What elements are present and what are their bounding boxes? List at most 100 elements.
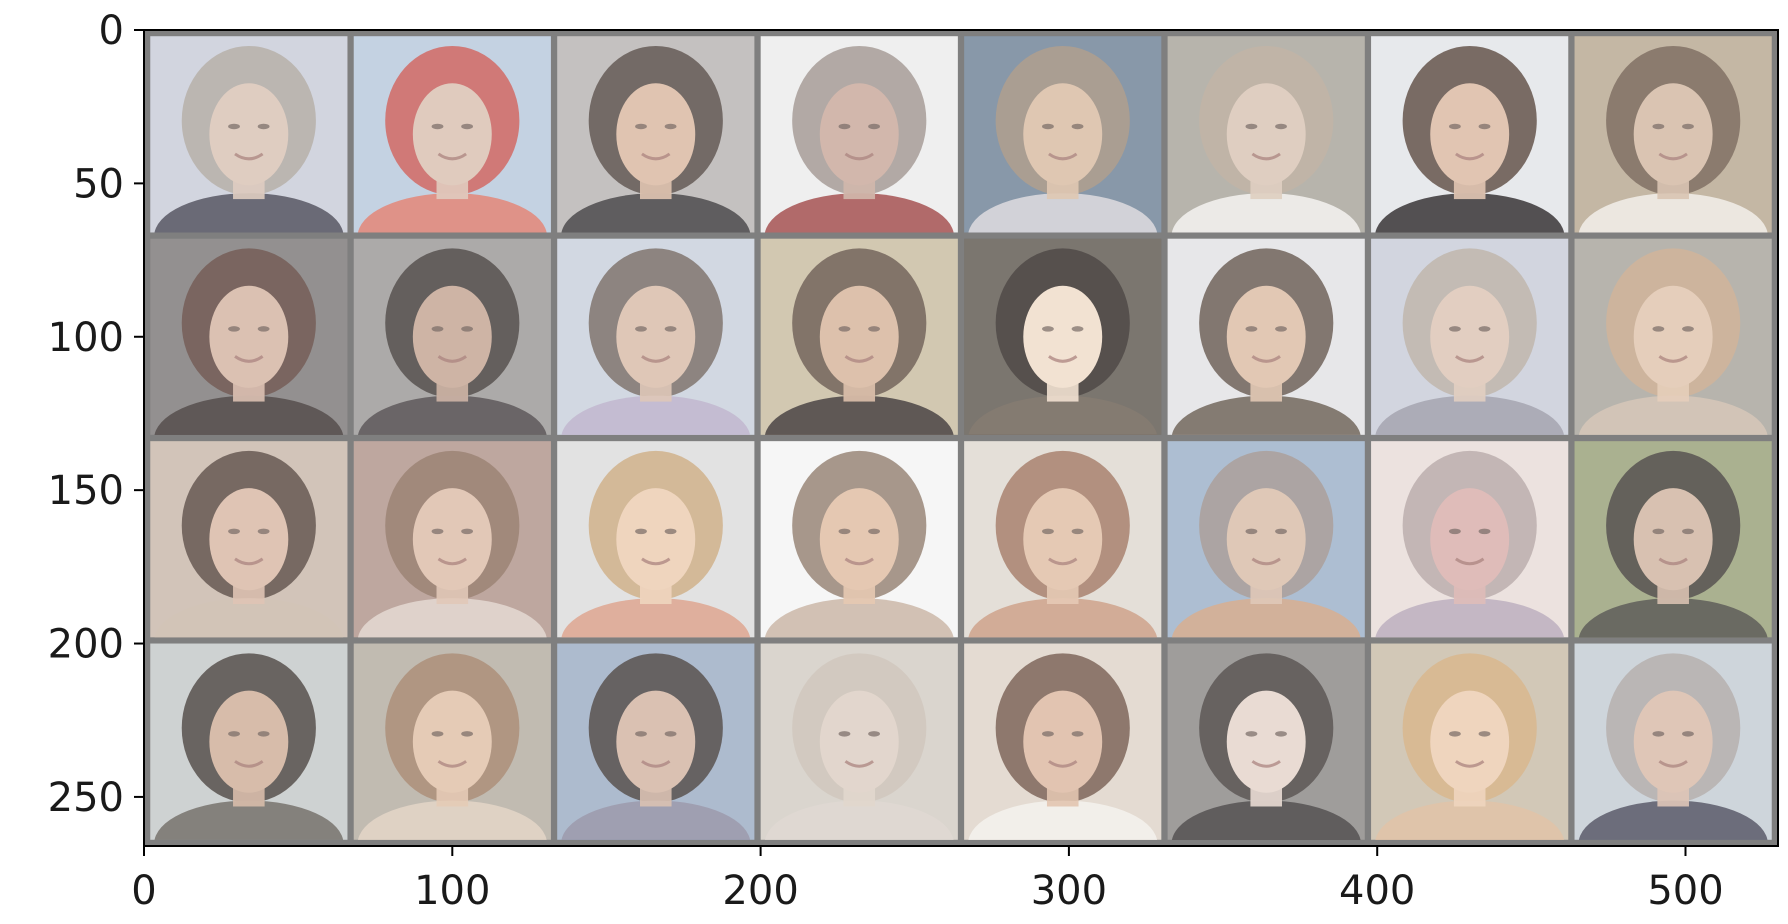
shoulders — [1171, 395, 1361, 435]
tile-wash — [1371, 36, 1569, 233]
tile-wash — [150, 238, 348, 435]
face-tile — [1574, 441, 1772, 638]
tile-wash — [760, 238, 958, 435]
y-axis: 0 50 100 150 200 250 — [48, 8, 144, 821]
eye — [1275, 326, 1287, 332]
face-tile — [1167, 441, 1365, 638]
tile-wash — [1574, 36, 1772, 233]
face — [1226, 83, 1306, 186]
eye — [1478, 528, 1491, 535]
shoulders — [1578, 598, 1768, 638]
eye — [228, 731, 240, 737]
shoulders — [764, 800, 954, 840]
tile-wash — [150, 441, 348, 638]
eye — [1042, 326, 1054, 332]
face — [209, 690, 289, 793]
face — [209, 285, 289, 388]
face — [1023, 690, 1103, 793]
shoulders — [1171, 800, 1361, 840]
face — [1430, 488, 1510, 591]
shoulders — [1375, 598, 1564, 638]
face — [1430, 690, 1510, 793]
eye — [1652, 528, 1665, 535]
face — [616, 488, 696, 591]
mouth — [1658, 355, 1688, 363]
mouth — [234, 760, 264, 768]
mouth — [1048, 760, 1078, 768]
eye — [1245, 123, 1258, 130]
tile-wash — [150, 36, 348, 233]
mouth — [1048, 355, 1078, 363]
y-tick-label: 200 — [48, 622, 124, 668]
tile-wash — [1574, 238, 1772, 435]
tile-wash — [557, 36, 755, 233]
x-tick-label: 0 — [131, 868, 156, 914]
axes-frame — [143, 29, 1779, 847]
face — [412, 488, 492, 591]
face-tile — [1167, 643, 1365, 840]
face — [1023, 285, 1103, 388]
mouth — [1251, 557, 1281, 566]
face-tile — [964, 643, 1162, 840]
eye — [868, 326, 880, 332]
eye — [1071, 123, 1084, 130]
face — [616, 83, 696, 186]
face-tile — [760, 643, 958, 840]
shoulders — [1171, 193, 1361, 233]
tile-wash — [964, 36, 1162, 233]
face-tile — [1371, 441, 1569, 638]
mouth — [1455, 760, 1485, 768]
shoulders — [561, 598, 751, 638]
tile-wash — [1167, 36, 1365, 233]
tile-wash — [1371, 441, 1569, 638]
face-tile — [1167, 238, 1365, 435]
mouth — [641, 355, 671, 363]
mouth — [234, 152, 264, 161]
shoulders — [358, 193, 547, 233]
eye — [1682, 528, 1694, 535]
tile-wash — [1574, 441, 1772, 638]
mouth — [234, 355, 264, 363]
eye — [431, 326, 444, 332]
tile-wash — [557, 441, 755, 638]
face-tile — [964, 238, 1162, 435]
y-tick-label: 250 — [48, 775, 124, 821]
face — [1633, 488, 1713, 591]
eye — [1042, 731, 1054, 737]
eye — [838, 731, 851, 737]
shoulders — [154, 800, 344, 840]
face — [1430, 83, 1510, 186]
tile-wash — [150, 643, 348, 840]
x-axis: 0 100 200 300 400 500 — [131, 846, 1724, 914]
face — [1633, 285, 1713, 388]
eye — [1245, 528, 1258, 535]
face — [412, 285, 492, 388]
face — [819, 285, 899, 388]
tile-wash — [760, 441, 958, 638]
shoulders — [358, 598, 547, 638]
eye — [461, 123, 474, 130]
eye — [1478, 326, 1491, 332]
tile-wash — [1574, 643, 1772, 840]
face-tile — [150, 238, 348, 435]
mouth — [641, 152, 671, 161]
shoulders — [764, 395, 954, 435]
face — [412, 690, 492, 793]
tile-wash — [353, 238, 551, 435]
eye — [461, 528, 474, 535]
eye — [1275, 731, 1287, 737]
mouth — [1455, 152, 1485, 161]
eye — [1071, 528, 1084, 535]
eye — [1448, 731, 1461, 737]
eye — [1682, 731, 1694, 737]
tile-wash — [964, 441, 1162, 638]
mouth — [1251, 152, 1281, 161]
eye — [868, 731, 880, 737]
shoulders — [154, 193, 344, 233]
tile-wash — [1167, 441, 1365, 638]
eye — [257, 528, 270, 535]
face-tile — [353, 36, 551, 233]
eye — [1682, 123, 1694, 130]
eye — [1071, 731, 1084, 737]
eye — [1275, 123, 1287, 130]
